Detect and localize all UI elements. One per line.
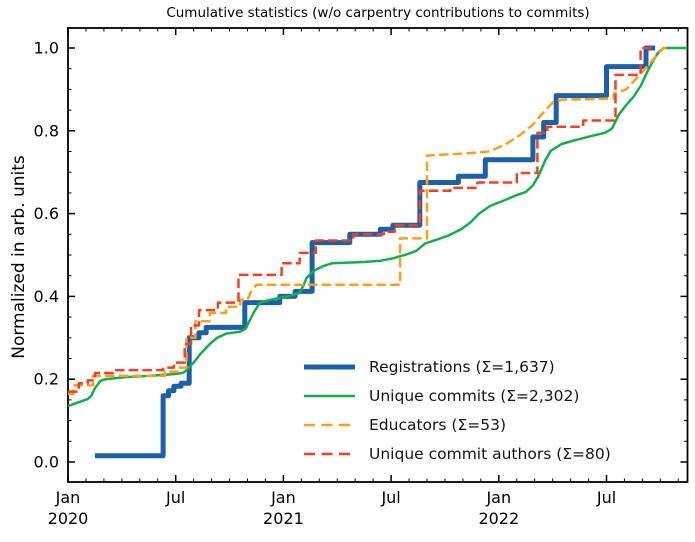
legend-line-educators bbox=[304, 423, 355, 426]
x-tick-label: Jan bbox=[485, 488, 511, 507]
x-tick-year-label: 2021 bbox=[263, 509, 304, 528]
legend-label-educators: Educators (Σ=53) bbox=[369, 415, 507, 434]
y-tick-label: 0.0 bbox=[34, 453, 59, 472]
x-axis: Jan 2020 Jul Jan 2021 Jul Jan 2022 Jul bbox=[48, 28, 679, 528]
y-tick-label: 1.0 bbox=[34, 39, 59, 58]
x-tick-label: Jul bbox=[596, 488, 616, 507]
legend-entry-educators: Educators (Σ=53) bbox=[303, 410, 611, 439]
series-unique-commits bbox=[67, 46, 688, 408]
y-tick-label: 0.4 bbox=[34, 287, 59, 306]
chart-legend: Registrations (Σ=1,637) Unique commits (Σ… bbox=[303, 352, 611, 468]
x-tick-year-label: 2020 bbox=[48, 509, 89, 528]
series-registrations bbox=[94, 45, 655, 459]
legend-label-unique-commits: Unique commits (Σ=2,302) bbox=[369, 386, 580, 405]
x-tick-label: Jul bbox=[380, 488, 400, 507]
legend-line-unique-commit-authors bbox=[304, 452, 355, 455]
legend-line-registrations bbox=[304, 364, 355, 369]
chart-title: Cumulative statistics (w/o carpentry con… bbox=[166, 5, 590, 21]
legend-line-unique-commits bbox=[304, 394, 355, 397]
series-educators bbox=[68, 46, 668, 395]
y-tick-label: 0.6 bbox=[34, 204, 59, 223]
x-tick-label: Jul bbox=[165, 488, 185, 507]
legend-entry-unique-commits: Unique commits (Σ=2,302) bbox=[303, 381, 611, 410]
x-tick-label: Jan bbox=[55, 488, 81, 507]
y-tick-label: 0.2 bbox=[34, 370, 59, 389]
legend-label-unique-commit-authors: Unique commit authors (Σ=80) bbox=[369, 444, 611, 463]
legend-entry-registrations: Registrations (Σ=1,637) bbox=[303, 352, 611, 381]
y-tick-label: 0.8 bbox=[34, 121, 59, 140]
series-unique-commit-authors bbox=[68, 46, 652, 393]
x-tick-label: Jan bbox=[270, 488, 296, 507]
legend-entry-unique-commit-authors: Unique commit authors (Σ=80) bbox=[303, 439, 611, 468]
x-tick-year-label: 2022 bbox=[478, 509, 519, 528]
legend-label-registrations: Registrations (Σ=1,637) bbox=[369, 357, 555, 376]
